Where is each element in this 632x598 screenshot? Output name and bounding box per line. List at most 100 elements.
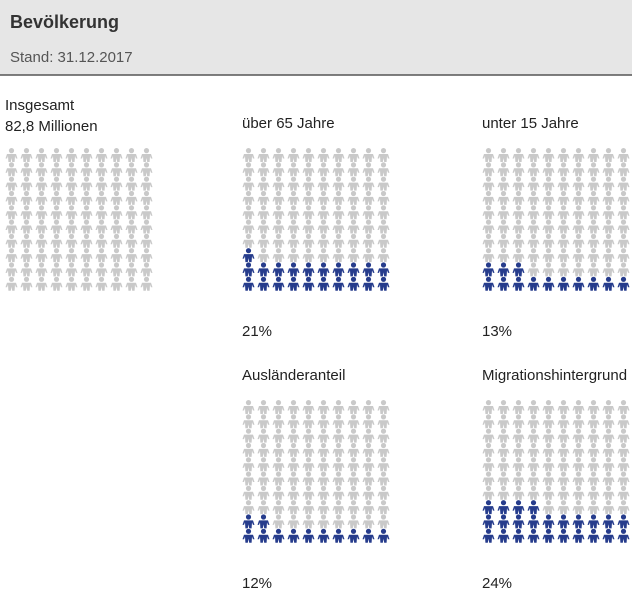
icon-body: [617, 254, 630, 263]
icon-body: [257, 154, 270, 162]
icon-body: [377, 406, 390, 414]
icon-head: [590, 500, 597, 506]
icon-body: [242, 491, 255, 500]
icon-body: [497, 491, 510, 500]
person-icon: [80, 233, 93, 248]
icon-body: [527, 520, 540, 529]
person-icon: [272, 528, 285, 543]
person-icon: [557, 457, 570, 472]
person-icon: [5, 233, 18, 248]
icon-head: [335, 428, 342, 434]
person-icon: [617, 219, 630, 234]
person-icon: [527, 176, 540, 191]
person-icon: [542, 233, 555, 248]
icon-body: [287, 211, 300, 220]
icon-body: [527, 463, 540, 472]
person-icon: [527, 442, 540, 457]
icon-head: [275, 485, 282, 491]
icon-body: [587, 268, 600, 277]
icon-head: [515, 162, 522, 168]
person-icon: [287, 205, 300, 220]
person-icon: [542, 500, 555, 515]
icon-head: [605, 148, 612, 154]
icon-body: [257, 463, 270, 472]
icon-body: [257, 534, 270, 543]
icon-body: [317, 491, 330, 500]
icon-body: [65, 154, 78, 162]
person-icon: [602, 400, 615, 414]
person-icon: [377, 233, 390, 248]
person-icon: [572, 457, 585, 472]
icon-head: [350, 471, 357, 477]
icon-head: [260, 190, 267, 197]
person-icon: [557, 219, 570, 234]
person-icon: [587, 514, 600, 529]
icon-body: [377, 168, 390, 177]
subtitle: Stand: 31.12.2017: [10, 49, 133, 66]
icon-body: [317, 406, 330, 414]
person-icon: [362, 442, 375, 457]
person-icon: [557, 414, 570, 429]
icon-body: [527, 491, 540, 500]
icon-head: [83, 276, 90, 282]
icon-body: [512, 491, 525, 500]
icon-body: [617, 239, 630, 248]
icon-head: [320, 500, 327, 506]
icon-head: [68, 148, 75, 154]
icon-head: [380, 148, 387, 154]
person-icon: [512, 262, 525, 277]
icon-body: [317, 434, 330, 443]
icon-body: [272, 406, 285, 414]
icon-body: [80, 196, 93, 205]
icon-head: [500, 485, 507, 491]
person-icon: [50, 248, 63, 263]
person-icon: [95, 276, 108, 291]
icon-head: [8, 248, 15, 254]
icon-head: [500, 500, 507, 506]
person-icon: [110, 219, 123, 234]
icon-head: [335, 262, 342, 268]
person-icon: [125, 233, 138, 248]
person-icon: [5, 248, 18, 263]
icon-body: [497, 268, 510, 277]
icon-body: [377, 448, 390, 457]
icon-body: [272, 477, 285, 486]
icon-head: [305, 233, 312, 239]
icon-head: [260, 219, 267, 225]
icon-head: [365, 233, 372, 239]
icon-head: [605, 176, 612, 182]
icon-body: [242, 506, 255, 515]
person-icon: [332, 205, 345, 220]
icon-body: [317, 463, 330, 472]
icon-body: [362, 282, 375, 291]
icon-body: [332, 506, 345, 515]
person-icon: [482, 471, 495, 486]
icon-body: [317, 420, 330, 429]
icon-body: [512, 168, 525, 177]
person-icon: [602, 248, 615, 263]
person-icon: [497, 500, 510, 515]
icon-head: [143, 190, 150, 197]
icon-head: [350, 233, 357, 239]
person-icon: [362, 400, 375, 414]
icon-body: [257, 477, 270, 486]
person-icon: [617, 485, 630, 500]
icon-body: [95, 239, 108, 248]
person-icon: [557, 148, 570, 162]
person-icon: [527, 414, 540, 429]
icon-body: [482, 406, 495, 414]
icon-body: [317, 239, 330, 248]
icon-body: [302, 211, 315, 220]
person-icon: [317, 471, 330, 486]
icon-head: [83, 219, 90, 225]
person-icon: [287, 276, 300, 291]
icon-body: [347, 225, 360, 234]
person-icon: [482, 262, 495, 277]
person-icon: [110, 162, 123, 177]
icon-head: [245, 414, 252, 420]
icon-head: [620, 500, 627, 506]
icon-head: [515, 414, 522, 420]
person-icon: [587, 428, 600, 443]
person-icon: [512, 442, 525, 457]
